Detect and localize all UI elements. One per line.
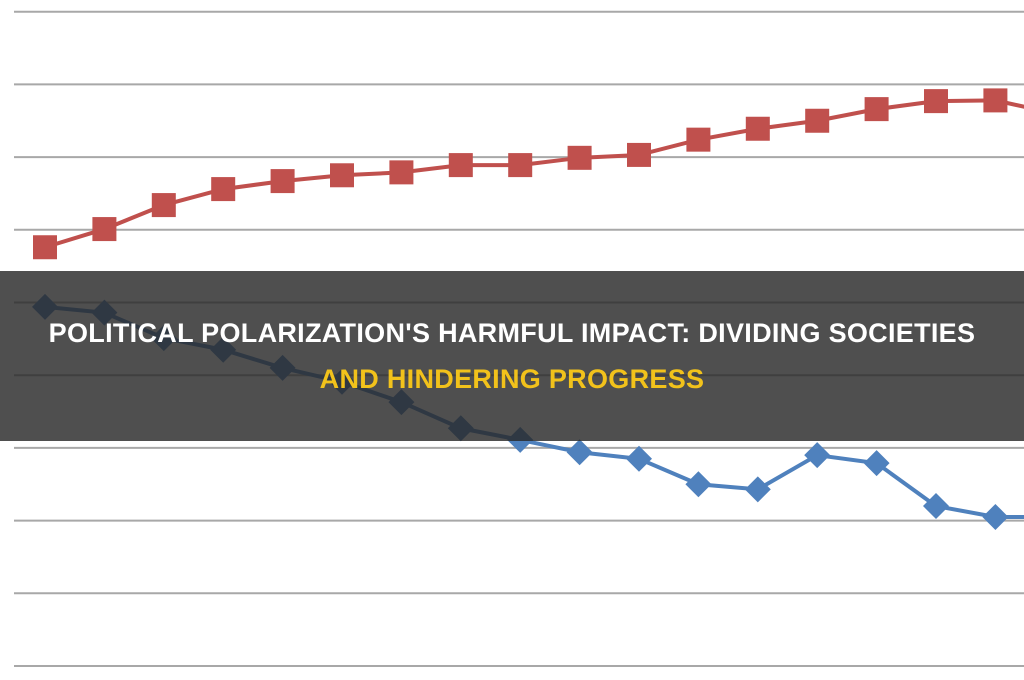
data-point-red — [983, 88, 1008, 113]
data-point-red — [151, 193, 176, 218]
series-line-red — [44, 98, 1024, 250]
data-point-red — [567, 145, 592, 170]
data-point-red — [805, 108, 830, 133]
data-point-blue — [685, 471, 712, 498]
data-point-blue — [626, 445, 652, 472]
data-point-blue — [566, 439, 593, 466]
data-point-red — [92, 217, 117, 242]
data-point-red — [627, 142, 651, 167]
data-point-blue — [863, 450, 890, 477]
data-point-red — [924, 89, 948, 114]
data-point-blue — [804, 442, 831, 469]
title-banner: POLITICAL POLARIZATION'S HARMFUL IMPACT:… — [0, 271, 1024, 441]
data-point-red — [330, 163, 354, 188]
data-point-red — [33, 235, 57, 260]
data-point-red — [745, 116, 770, 141]
data-point-red — [508, 153, 533, 178]
title-line-2: AND HINDERING PROGRESS — [319, 364, 705, 394]
data-point-blue — [982, 503, 1009, 530]
data-point-blue — [744, 476, 771, 503]
data-point-red — [270, 169, 295, 194]
data-point-red — [448, 153, 473, 178]
data-point-red — [864, 97, 889, 122]
data-point-red — [211, 177, 236, 202]
data-point-blue — [923, 493, 949, 520]
data-point-red — [686, 127, 711, 152]
data-point-red — [389, 160, 414, 185]
title-line-1: POLITICAL POLARIZATION'S HARMFUL IMPACT:… — [48, 318, 976, 348]
